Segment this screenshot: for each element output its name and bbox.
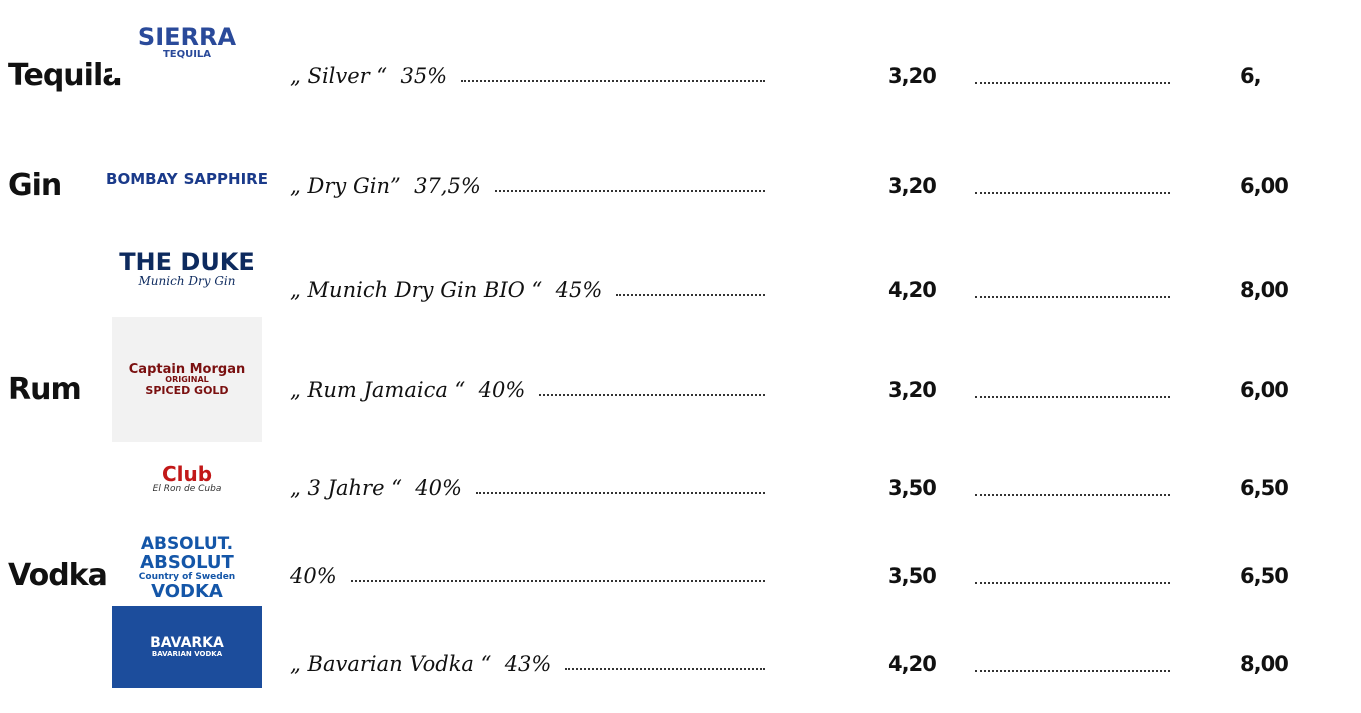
menu-row: Gin BOMBAY SAPPHIRE „ Dry Gin” 37,5% 3,20 6,0… xyxy=(0,168,1361,208)
logo-text: BOMBAY xyxy=(106,172,178,188)
description-line: „ Dry Gin” 37,5% xyxy=(290,174,775,198)
description-line: „ Munich Dry Gin BIO “ 45% xyxy=(290,278,775,302)
description-line: „ 3 Jahre “ 40% xyxy=(290,476,775,500)
price-large: 6, xyxy=(1240,64,1261,88)
description: „ Bavarian Vodka “ 43% xyxy=(290,652,551,676)
logo-text: ABSOLUT xyxy=(140,554,234,573)
description: „ Rum Jamaica “ 40% xyxy=(290,378,525,402)
category: Rum xyxy=(8,372,81,407)
logo-text: El Ron de Cuba xyxy=(153,485,222,494)
logo-text: SIERRA xyxy=(138,25,236,50)
price-large: 6,50 xyxy=(1240,476,1288,500)
logo-text: VODKA xyxy=(151,583,223,602)
category: Gin xyxy=(8,168,61,203)
logo-text: BAVARIAN VODKA xyxy=(152,651,222,658)
dot-leader xyxy=(539,394,765,396)
logo-text: THE DUKE xyxy=(119,250,255,275)
description: „ 3 Jahre “ 40% xyxy=(290,476,462,500)
dot-leader xyxy=(975,494,1170,496)
price-small: 3,50 xyxy=(888,564,936,588)
dot-leader xyxy=(975,82,1170,84)
dot-leader xyxy=(616,294,765,296)
price-small: 3,20 xyxy=(888,378,936,402)
dot-leader xyxy=(476,492,765,494)
logo-text: SPICED GOLD xyxy=(145,385,228,397)
price-small: 3,20 xyxy=(888,64,936,88)
description-line: 40% xyxy=(290,564,775,588)
logo-text: Captain Morgan xyxy=(129,363,245,377)
logo-text: TEQUILA xyxy=(163,50,211,61)
menu-page: TequilaSIERRATEQUILA„ Silver “ 35%3,206,… xyxy=(0,0,1361,713)
price-small: 4,20 xyxy=(888,278,936,302)
price-large: 6,00 xyxy=(1240,174,1288,198)
price-large: 8,00 xyxy=(1240,278,1288,302)
dot-leader xyxy=(975,670,1170,672)
description: „ Dry Gin” 37,5% xyxy=(290,174,481,198)
dot-leader xyxy=(975,396,1170,398)
price-small: 3,20 xyxy=(888,174,936,198)
price-large: 6,50 xyxy=(1240,564,1288,588)
description: „ Munich Dry Gin BIO “ 45% xyxy=(290,278,602,302)
price-large: 6,00 xyxy=(1240,378,1288,402)
dot-leader xyxy=(975,582,1170,584)
description-line: „ Rum Jamaica “ 40% xyxy=(290,378,775,402)
price-small: 4,20 xyxy=(888,652,936,676)
logo-text: BAVARKA xyxy=(150,636,224,651)
price-large: 8,00 xyxy=(1240,652,1288,676)
description-line: „ Silver “ 35% xyxy=(290,64,775,88)
description: 40% xyxy=(290,564,337,588)
description-line: „ Bavarian Vodka “ 43% xyxy=(290,652,775,676)
category: Tequila xyxy=(8,58,121,93)
category: Vodka xyxy=(8,558,107,593)
logo-text: Club xyxy=(162,464,212,485)
price-small: 3,50 xyxy=(888,476,936,500)
logo-text: SAPPHIRE xyxy=(184,172,268,188)
logo-text: Munich Dry Gin xyxy=(139,275,236,288)
description: „ Silver “ 35% xyxy=(290,64,447,88)
dot-leader xyxy=(461,80,765,82)
dot-leader xyxy=(975,192,1170,194)
dot-leader xyxy=(495,190,765,192)
dot-leader xyxy=(565,668,765,670)
dot-leader xyxy=(975,296,1170,298)
dot-leader xyxy=(351,580,765,582)
